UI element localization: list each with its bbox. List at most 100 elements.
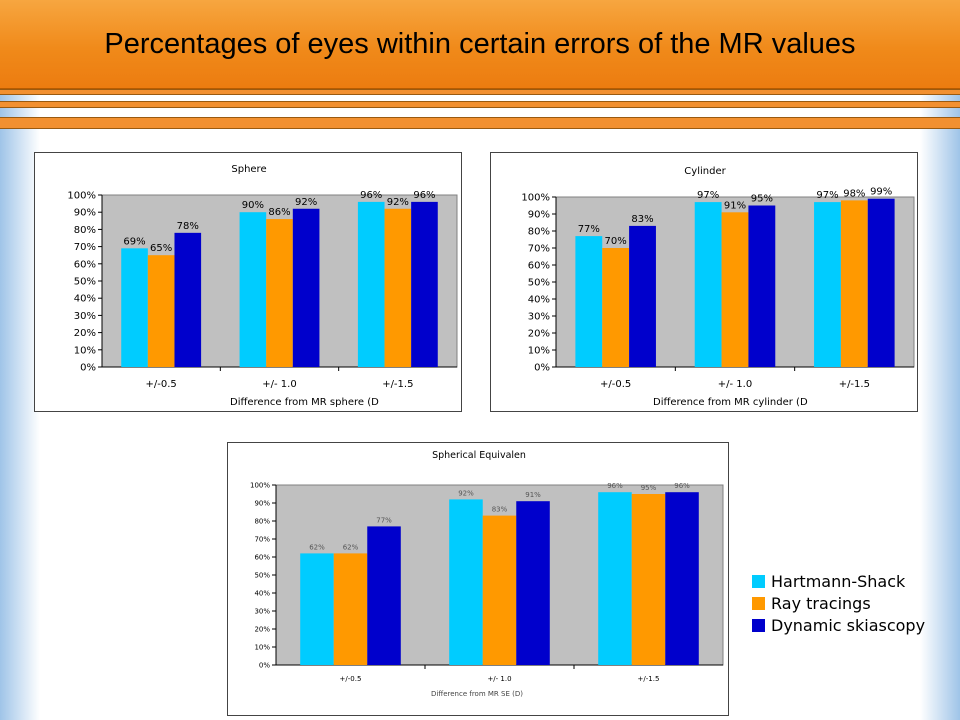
y-tick-label: 10% [254, 643, 270, 651]
y-tick-label: 0% [259, 661, 270, 669]
data-label: 98% [843, 188, 865, 199]
cylinder-chart: Cylinder 0% 10% 20% 30% 40% 50% 60% 70% 80% 90% 100… [521, 166, 915, 408]
y-tick-label: 10% [528, 346, 550, 357]
data-label: 90% [242, 200, 264, 211]
y-tick-label: 50% [254, 571, 270, 579]
data-label: 96% [360, 190, 382, 201]
chart-title: Sphere [231, 164, 266, 175]
chart-title: Spherical Equivalen [432, 450, 526, 461]
data-label: 69% [123, 236, 145, 247]
legend-item-ray-tracings: Ray tracings [752, 592, 925, 614]
bar-hartmann-shack [814, 202, 841, 367]
y-tick-label: 100% [250, 481, 270, 489]
bar-hartmann-shack [300, 553, 334, 665]
bar-hartmann-shack [239, 212, 267, 367]
x-axis-title: Difference from MR cylinder (D [653, 397, 808, 408]
y-tick-label: 50% [528, 278, 550, 289]
sphere-chart: Sphere 0% 10% 20% 30% 40% 50% 60% 70% 80% 90% 100% +… [67, 164, 458, 408]
legend-item-dynamic-skiascopy: Dynamic skiascopy [752, 614, 925, 636]
data-label: 62% [309, 543, 325, 551]
data-label: 77% [578, 224, 600, 235]
data-label: 92% [387, 197, 409, 208]
y-tick-label: 20% [528, 329, 550, 340]
bar-ray-tracings [721, 212, 749, 367]
legend-label: Ray tracings [771, 593, 871, 613]
y-tick-label: 60% [74, 259, 96, 270]
bar-ray-tracings [266, 219, 293, 367]
y-tick-label: 0% [534, 363, 550, 374]
bar-ray-tracings [840, 200, 868, 367]
slide-title: Percentages of eyes within certain error… [104, 27, 856, 60]
legend-item-hartmann-shack: Hartmann-Shack [752, 570, 925, 592]
bar-hartmann-shack [357, 201, 385, 367]
bar-dynamic-skiascopy [411, 201, 438, 367]
data-label: 99% [870, 187, 892, 198]
bar-dynamic-skiascopy [367, 526, 401, 665]
data-label: 97% [697, 190, 719, 201]
category-label: +/-0.5 [600, 379, 631, 390]
bar-ray-tracings [602, 248, 630, 367]
data-label: 65% [150, 243, 172, 254]
data-label: 96% [674, 482, 690, 490]
y-tick-label: 60% [254, 553, 270, 561]
bar-dynamic-skiascopy [748, 205, 776, 367]
data-label: 83% [631, 214, 653, 225]
category-label: +/- 1.0 [718, 379, 752, 390]
y-tick-label: 10% [74, 345, 96, 356]
legend-swatch [752, 574, 765, 588]
bar-ray-tracings [147, 255, 175, 367]
bar-ray-tracings [482, 515, 517, 665]
data-label: 86% [268, 207, 290, 218]
data-label: 78% [177, 221, 199, 232]
y-tick-label: 90% [254, 499, 270, 507]
data-label: 70% [605, 236, 627, 247]
bar-hartmann-shack [121, 248, 148, 367]
category-label: +/-1.5 [382, 379, 413, 390]
bar-hartmann-shack [449, 499, 483, 665]
bar-hartmann-shack [575, 236, 603, 367]
y-tick-label: 50% [74, 277, 96, 288]
spherical-equivalent-chart: Spherical Equivalen 0% 10% 20% 30% 40% 50% 60% 7… [250, 450, 724, 698]
sphere-chart-panel: Sphere 0% 10% 20% 30% 40% 50% 60% 70% 80% 90% 100% +… [34, 152, 462, 412]
chart-legend: Hartmann-Shack Ray tracings Dynamic skia… [752, 570, 925, 636]
y-tick-label: 30% [254, 607, 270, 615]
bar-dynamic-skiascopy [629, 225, 656, 367]
y-tick-label: 30% [528, 312, 550, 323]
y-tick-label: 20% [74, 328, 96, 339]
title-banner [0, 0, 960, 89]
y-tick-label: 30% [74, 311, 96, 322]
banner-stripe [0, 117, 960, 129]
y-tick-label: 70% [528, 244, 550, 255]
bar-hartmann-shack [694, 202, 722, 367]
y-tick-label: 80% [528, 227, 550, 238]
x-axis-title: Difference from MR SE (D) [431, 690, 523, 698]
y-tick-label: 70% [254, 535, 270, 543]
y-tick-label: 40% [74, 294, 96, 305]
legend-label: Hartmann-Shack [771, 571, 906, 591]
chart-title: Cylinder [684, 166, 726, 177]
data-label: 92% [295, 197, 317, 208]
data-label: 83% [492, 506, 508, 514]
data-label: 91% [724, 200, 746, 211]
data-label: 77% [376, 516, 392, 524]
data-label: 95% [641, 484, 657, 492]
bar-hartmann-shack [598, 492, 632, 665]
category-label: +/-0.5 [340, 675, 362, 683]
data-label: 96% [413, 190, 435, 201]
data-label: 96% [607, 482, 623, 490]
data-label: 62% [343, 543, 359, 551]
legend-swatch [752, 618, 765, 632]
y-tick-label: 40% [254, 589, 270, 597]
y-tick-label: 0% [80, 363, 96, 374]
y-tick-label: 90% [528, 210, 550, 221]
y-tick-label: 100% [521, 193, 550, 204]
category-label: +/- 1.0 [487, 675, 511, 683]
y-tick-label: 100% [67, 191, 96, 202]
legend-label: Dynamic skiascopy [771, 615, 926, 635]
bar-dynamic-skiascopy [665, 492, 699, 665]
data-label: 91% [525, 491, 541, 499]
y-tick-label: 90% [74, 208, 96, 219]
category-label: +/-1.5 [638, 675, 660, 683]
category-label: +/- 1.0 [262, 379, 296, 390]
data-label: 92% [458, 489, 474, 497]
